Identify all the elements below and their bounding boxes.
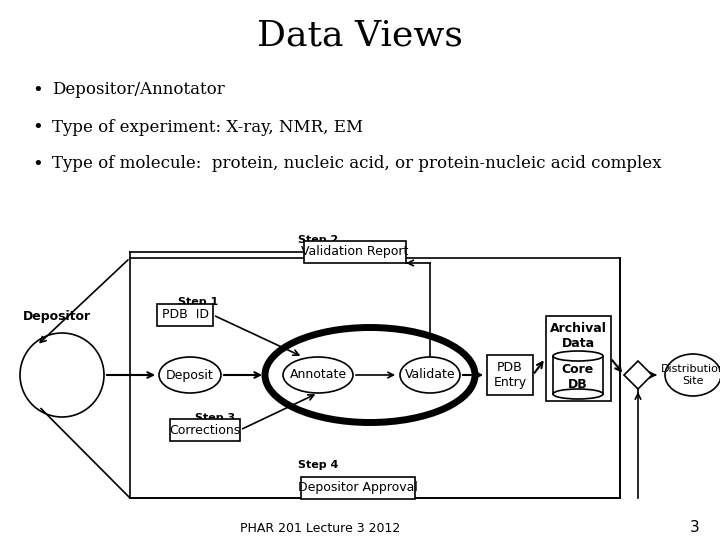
Text: Step 3: Step 3: [195, 413, 235, 423]
Text: Type of experiment: X-ray, NMR, EM: Type of experiment: X-ray, NMR, EM: [52, 118, 363, 136]
Text: Annotate: Annotate: [289, 368, 346, 381]
Text: Validation Report: Validation Report: [301, 246, 409, 259]
Bar: [304, 241, 406, 263]
Ellipse shape: [400, 357, 460, 393]
Text: •: •: [32, 155, 43, 173]
Text: •: •: [32, 118, 43, 136]
Ellipse shape: [283, 357, 353, 393]
Text: Step 4: Step 4: [298, 460, 338, 470]
Text: Step 1: Step 1: [178, 297, 218, 307]
Text: 3: 3: [690, 521, 700, 536]
Bar: [301, 477, 415, 499]
Circle shape: [20, 333, 104, 417]
Text: PDB
Entry: PDB Entry: [493, 361, 526, 389]
Ellipse shape: [553, 389, 603, 399]
Text: Depositor/Annotator: Depositor/Annotator: [52, 82, 225, 98]
Ellipse shape: [665, 354, 720, 396]
Text: Distribution
Site: Distribution Site: [660, 364, 720, 386]
Polygon shape: [624, 361, 652, 389]
Text: Validate: Validate: [405, 368, 455, 381]
Text: Depositor: Depositor: [23, 310, 91, 323]
Ellipse shape: [553, 351, 603, 361]
Text: Type of molecule:  protein, nucleic acid, or protein-nucleic acid complex: Type of molecule: protein, nucleic acid,…: [52, 156, 662, 172]
Text: Depositor Approval: Depositor Approval: [298, 482, 418, 495]
Ellipse shape: [265, 327, 475, 422]
Text: Deposit: Deposit: [166, 368, 214, 381]
Bar: [130, 258, 620, 498]
Text: Corrections: Corrections: [169, 423, 240, 436]
Bar: [157, 304, 213, 326]
Text: Data Views: Data Views: [257, 18, 463, 52]
Ellipse shape: [159, 357, 221, 393]
Text: Step 2: Step 2: [298, 235, 338, 245]
Bar: [546, 315, 611, 401]
Bar: [487, 355, 533, 395]
Text: PDB  ID: PDB ID: [161, 308, 209, 321]
Text: PHAR 201 Lecture 3 2012: PHAR 201 Lecture 3 2012: [240, 522, 400, 535]
Bar: [170, 419, 240, 441]
Text: •: •: [32, 81, 43, 99]
Text: Core
DB: Core DB: [562, 363, 594, 391]
Text: Archival
Data: Archival Data: [549, 322, 606, 350]
